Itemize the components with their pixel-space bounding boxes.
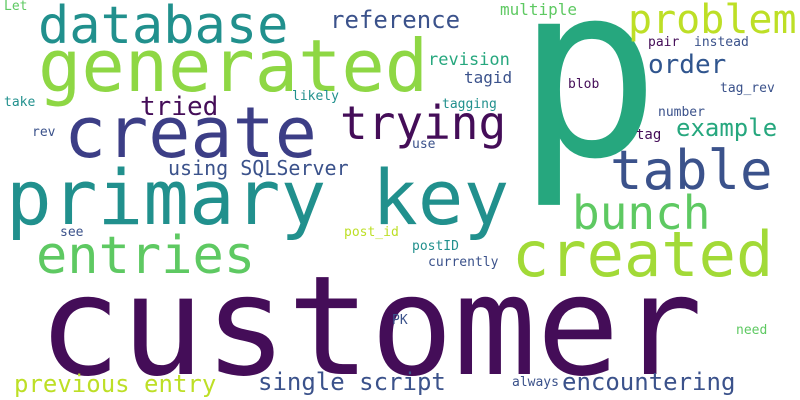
word-pair: pair <box>648 35 680 50</box>
word-database: database <box>38 0 289 56</box>
word-p: p <box>516 0 661 212</box>
word-using-sqlserver: using SQLServer <box>168 156 349 180</box>
word-encountering: encountering <box>562 368 736 396</box>
word-tag: tag <box>636 127 662 143</box>
word-revision: revision <box>428 50 510 70</box>
word-generated: generated <box>38 24 429 108</box>
word-see: see <box>60 225 84 240</box>
word-previous-entry: previous entry <box>14 370 217 398</box>
word-let: Let <box>4 0 28 14</box>
word-multiple: multiple <box>500 0 578 19</box>
word-problem: problem <box>628 0 797 43</box>
word-order: order <box>648 50 727 80</box>
word-entries: entries <box>36 226 256 286</box>
word-single-script: single script <box>258 368 446 396</box>
word-tag-rev: tag_rev <box>720 81 775 96</box>
word-customer: customer <box>38 246 703 400</box>
word-number: number <box>658 105 705 120</box>
word-trying: trying <box>340 96 507 150</box>
word-currently: currently <box>428 255 499 270</box>
word-post-id: post_id <box>344 225 399 240</box>
word-tried: tried <box>140 92 219 122</box>
word-primary-key: primary key <box>6 153 510 242</box>
word-need: need <box>736 323 768 338</box>
word-bunch: bunch <box>572 186 711 240</box>
word-use: use <box>412 137 436 152</box>
word-tagging: tagging <box>442 97 497 112</box>
word-postid: postID <box>412 239 459 254</box>
word-table: table <box>610 139 773 202</box>
word-take: take <box>4 95 36 110</box>
word-create: create <box>64 92 317 174</box>
word-instead: instead <box>694 35 749 50</box>
word-blob: blob <box>568 77 600 92</box>
word-created: created <box>512 218 774 291</box>
word-example: example <box>676 114 778 142</box>
word-tagid: tagid <box>464 68 513 87</box>
word-pk: PK <box>392 313 408 328</box>
word-likely: likely <box>292 89 339 104</box>
word-rev: rev <box>32 125 56 140</box>
word-reference: reference <box>330 6 461 34</box>
word-always: always <box>512 375 559 390</box>
